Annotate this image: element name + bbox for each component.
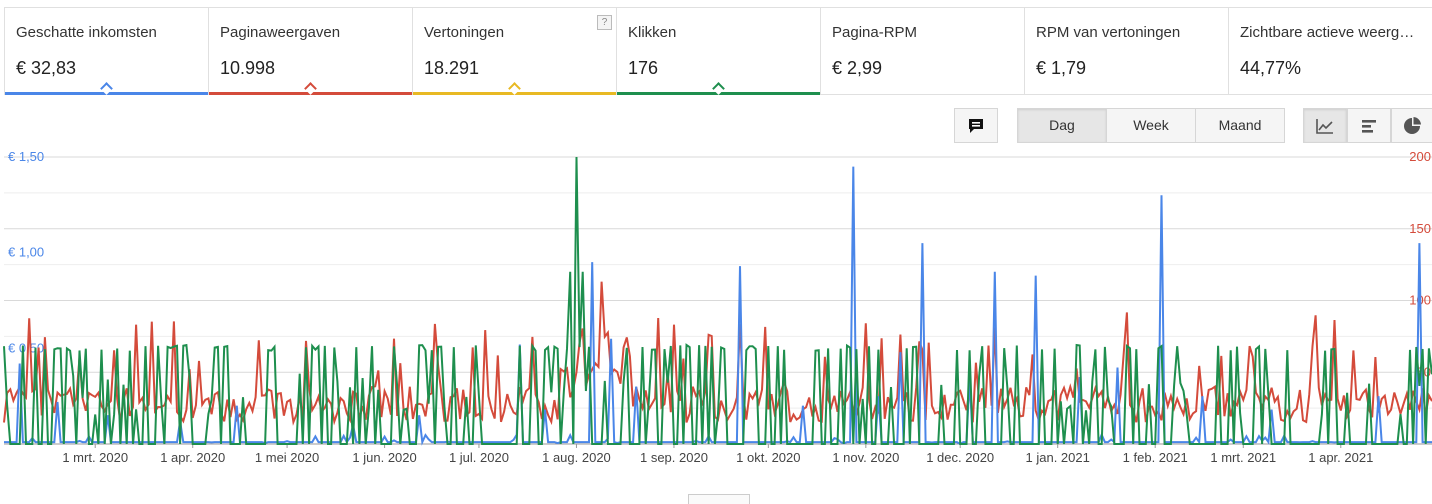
period-day-button[interactable]: Dag	[1017, 108, 1107, 143]
chart-toolbar: Dag Week Maand	[0, 108, 1432, 144]
x-tick-label: 1 mrt. 2020	[62, 450, 128, 465]
pie-chart-icon	[1404, 117, 1421, 134]
metric-value: € 1,79	[1036, 58, 1087, 78]
x-tick-label: 1 apr. 2021	[1308, 450, 1373, 465]
pie-chart-button[interactable]	[1391, 108, 1432, 143]
x-tick-label: 1 sep. 2020	[640, 450, 708, 465]
x-tick-label: 1 mrt. 2021	[1210, 450, 1276, 465]
metric-value: € 32,83	[16, 58, 77, 78]
series-revenue-line	[4, 166, 1432, 446]
x-tick-label: 1 feb. 2021	[1123, 450, 1188, 465]
metric-value: 176	[628, 58, 659, 78]
metric-label: Paginaweergaven	[220, 24, 341, 41]
metric-tile[interactable]: Geschatte inkomsten € 32,83	[4, 7, 208, 95]
x-tick-label: 1 jul. 2020	[449, 450, 509, 465]
x-tick-label: 1 jan. 2021	[1026, 450, 1090, 465]
x-tick-label: 1 okt. 2020	[736, 450, 800, 465]
help-icon[interactable]: ?	[597, 15, 612, 30]
metric-label: Zichtbare actieve weerg…	[1240, 24, 1415, 41]
metric-value: € 2,99	[832, 58, 883, 78]
metric-tile[interactable]: Vertoningen 18.291?	[412, 7, 616, 95]
period-month-button[interactable]: Maand	[1195, 108, 1285, 143]
metric-tile[interactable]: Klikken 176	[616, 7, 820, 95]
bar-chart-button[interactable]	[1347, 108, 1391, 143]
bar-chart-icon	[1362, 120, 1376, 133]
speech-bubble-icon	[969, 119, 983, 133]
series-clicks-line	[3, 156, 1432, 445]
metric-label: Geschatte inkomsten	[16, 24, 157, 41]
x-tick-label: 1 apr. 2020	[160, 450, 225, 465]
metric-tile[interactable]: Zichtbare actieve weerg… 44,77%	[1228, 7, 1432, 95]
metric-tiles: Geschatte inkomsten € 32,83 Paginaweergave…	[4, 7, 1432, 95]
metric-label: Pagina-RPM	[832, 24, 918, 41]
y-left-tick-label: € 1,00	[8, 245, 44, 260]
resize-handle[interactable]	[688, 494, 750, 504]
line-chart-icon	[1316, 119, 1333, 134]
metric-value: 44,77%	[1240, 58, 1302, 78]
x-tick-label: 1 jun. 2020	[352, 450, 416, 465]
metric-value: 18.291	[424, 58, 480, 78]
metric-label: Klikken	[628, 24, 677, 41]
line-chart-button[interactable]	[1303, 108, 1347, 143]
y-right-tick-label: 200	[1409, 150, 1431, 164]
metric-tile[interactable]: Pagina-RPM € 2,99	[820, 7, 1024, 95]
x-tick-label: 1 mei 2020	[255, 450, 319, 465]
x-tick-label: 1 aug. 2020	[542, 450, 611, 465]
metric-label: Vertoningen	[424, 24, 505, 41]
y-left-tick-label: € 1,50	[8, 150, 44, 164]
period-week-button[interactable]: Week	[1106, 108, 1196, 143]
metric-value: 10.998	[220, 58, 276, 78]
comment-button[interactable]	[954, 108, 998, 143]
x-tick-label: 1 dec. 2020	[926, 450, 994, 465]
x-tick-label: 1 nov. 2020	[832, 450, 899, 465]
metric-tile[interactable]: Paginaweergaven 10.998	[208, 7, 412, 95]
metric-label: RPM van vertoningen	[1036, 24, 1181, 41]
metric-tile[interactable]: RPM van vertoningen € 1,79	[1024, 7, 1228, 95]
y-right-tick-label: 150	[1409, 221, 1431, 236]
